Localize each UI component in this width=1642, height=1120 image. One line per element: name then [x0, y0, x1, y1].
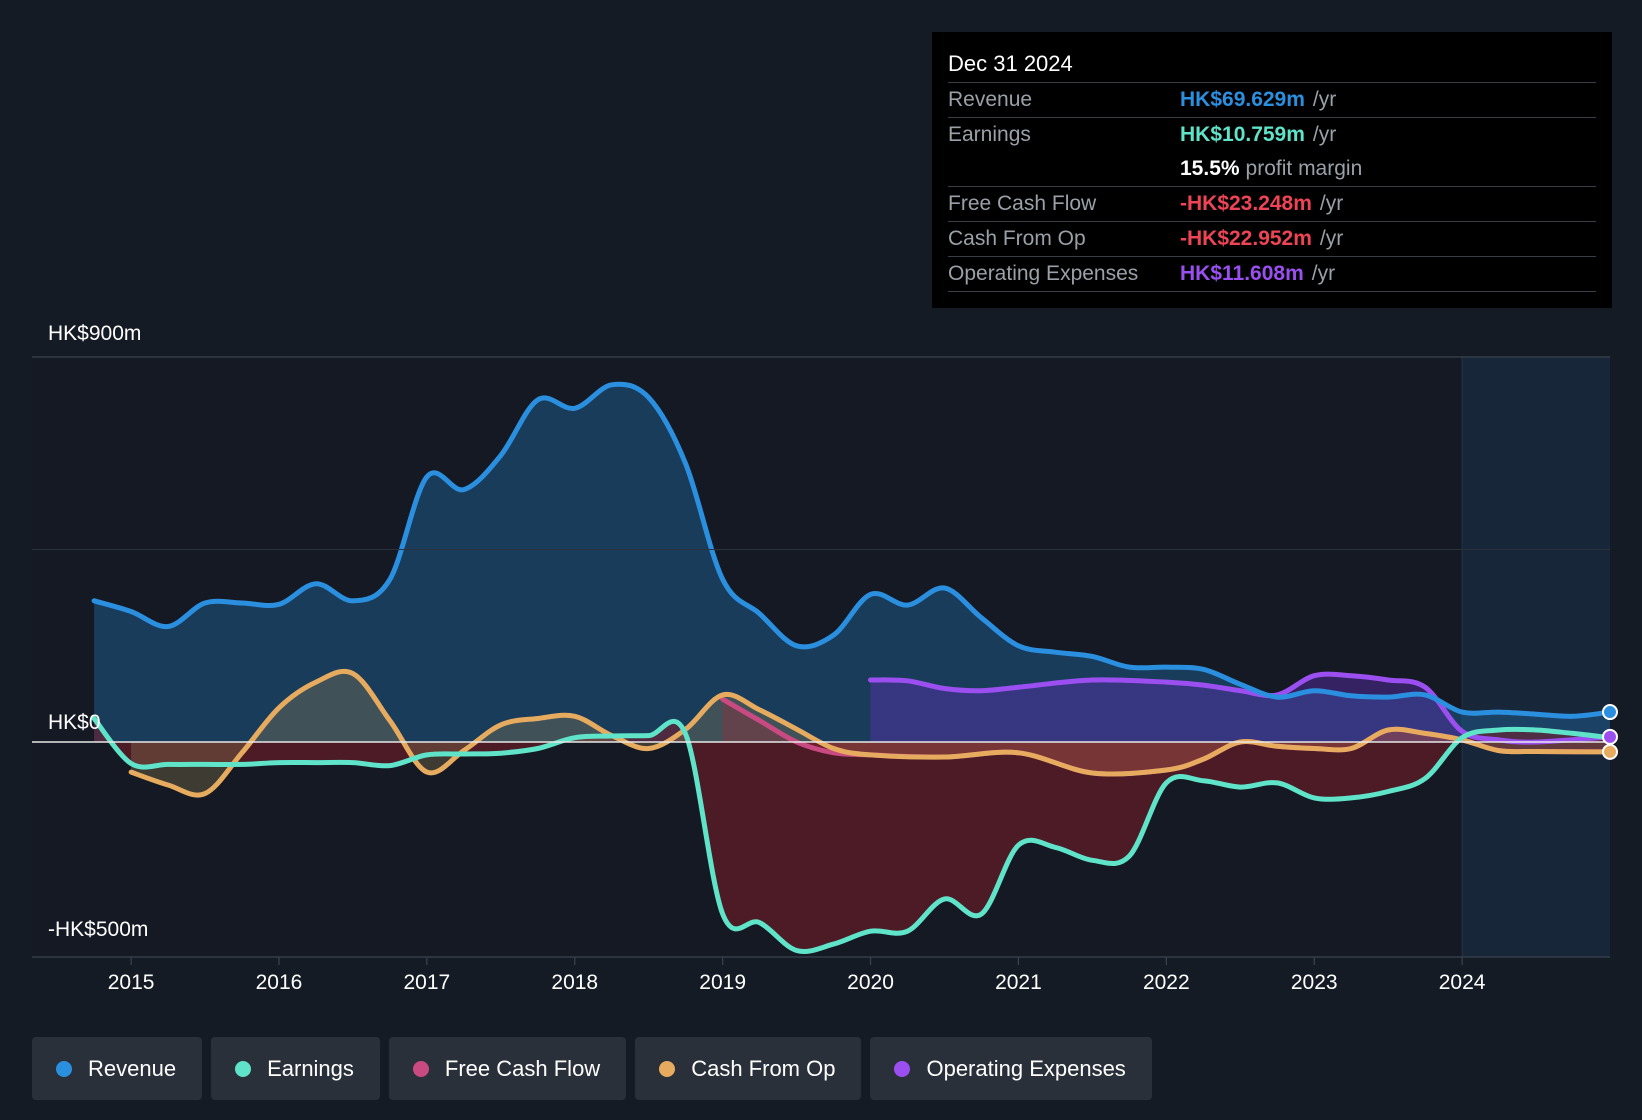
legend-label-operating-expenses: Operating Expenses: [926, 1055, 1126, 1081]
operating-expenses-area: [870, 674, 1610, 743]
x-axis-tick-label: 2019: [699, 971, 746, 994]
x-axis-tick-label: 2021: [995, 971, 1042, 994]
earnings-line: [91, 716, 1613, 954]
legend-dot-free-cash-flow-icon: [412, 1060, 429, 1077]
legend-dot-cash-from-op-icon: [659, 1060, 676, 1077]
tooltip-unit-profit-margin: profit margin: [1245, 157, 1363, 180]
tooltip-value-revenue: HK$69.629m: [1180, 88, 1305, 111]
tooltip-unit-earnings: /yr: [1312, 123, 1337, 146]
tooltip-row-operating-expenses: Operating Expenses HK$11.608m /yr: [948, 257, 1596, 292]
legend-dot-revenue-icon: [56, 1060, 72, 1077]
x-axis-tick-label: 2024: [1439, 971, 1486, 994]
tooltip-label-free-cash-flow: Free Cash Flow: [948, 192, 1097, 215]
tooltip-label-earnings: Earnings: [948, 123, 1031, 146]
y-axis-label: HK$900m: [48, 322, 141, 345]
x-axis-tick-label: 2017: [404, 971, 451, 994]
tooltip-unit-cash-from-op: /yr: [1319, 227, 1344, 250]
data-tooltip: Dec 31 2024 Revenue HK$69.629m /yr Earni…: [932, 32, 1612, 308]
tooltip-unit-operating-expenses: /yr: [1311, 262, 1336, 285]
revenue-end-marker: [1602, 704, 1618, 721]
recent-period-highlight: [1462, 357, 1610, 957]
legend-label-earnings: Earnings: [267, 1055, 354, 1081]
legend-item-free-cash-flow[interactable]: Free Cash Flow: [388, 1037, 627, 1100]
x-axis-tick-label: 2020: [847, 971, 894, 994]
tooltip-label-cash-from-op: Cash From Op: [948, 227, 1086, 250]
chart-legend: Revenue Earnings Free Cash Flow Cash Fro…: [32, 1037, 1152, 1100]
y-axis-label: HK$0: [48, 711, 101, 734]
legend-label-free-cash-flow: Free Cash Flow: [444, 1055, 601, 1081]
tooltip-row-free-cash-flow: Free Cash Flow -HK$23.248m /yr: [948, 187, 1596, 222]
legend-item-earnings[interactable]: Earnings: [211, 1037, 380, 1100]
tooltip-value-earnings: HK$10.759m: [1180, 123, 1305, 146]
legend-label-revenue: Revenue: [88, 1055, 177, 1081]
x-axis-tick-label: 2023: [1291, 971, 1338, 994]
y-axis-label: -HK$500m: [48, 918, 148, 941]
x-axis-tick-label: 2022: [1143, 971, 1190, 994]
legend-item-revenue[interactable]: Revenue: [32, 1037, 203, 1100]
legend-label-cash-from-op: Cash From Op: [691, 1055, 836, 1081]
tooltip-unit-free-cash-flow: /yr: [1319, 192, 1344, 215]
tooltip-label-profit-margin: [948, 152, 1180, 186]
revenue-area: [94, 384, 1611, 742]
tooltip-value-free-cash-flow: -HK$23.248m: [1180, 192, 1312, 215]
tooltip-date: Dec 31 2024: [948, 46, 1596, 83]
tooltip-row-profit-margin: 15.5% profit margin: [948, 152, 1596, 187]
legend-dot-operating-expenses-icon: [894, 1060, 911, 1077]
cash-from-op-end-marker: [1602, 743, 1618, 760]
tooltip-value-cash-from-op: -HK$22.952m: [1180, 227, 1312, 250]
tooltip-value-profit-margin: 15.5%: [1180, 157, 1240, 180]
legend-item-cash-from-op[interactable]: Cash From Op: [635, 1037, 862, 1100]
legend-dot-earnings-icon: [235, 1060, 252, 1077]
tooltip-label-revenue: Revenue: [948, 88, 1033, 111]
legend-item-operating-expenses[interactable]: Operating Expenses: [870, 1037, 1152, 1100]
x-axis-tick-label: 2015: [108, 971, 155, 994]
tooltip-label-operating-expenses: Operating Expenses: [948, 262, 1139, 285]
tooltip-value-operating-expenses: HK$11.608m: [1180, 262, 1304, 285]
tooltip-unit-revenue: /yr: [1312, 88, 1337, 111]
x-axis-tick-label: 2018: [551, 971, 598, 994]
cash-from-op-line: [128, 668, 1613, 798]
x-axis-tick-label: 2016: [256, 971, 303, 994]
tooltip-row-revenue: Revenue HK$69.629m /yr: [948, 83, 1596, 118]
tooltip-row-earnings: Earnings HK$10.759m /yr: [948, 118, 1596, 152]
revenue-line: [91, 381, 1613, 719]
tooltip-row-cash-from-op: Cash From Op -HK$22.952m /yr: [948, 222, 1596, 257]
operating-expenses-end-marker: [1602, 728, 1618, 745]
earnings-negative-area: [94, 718, 1611, 952]
